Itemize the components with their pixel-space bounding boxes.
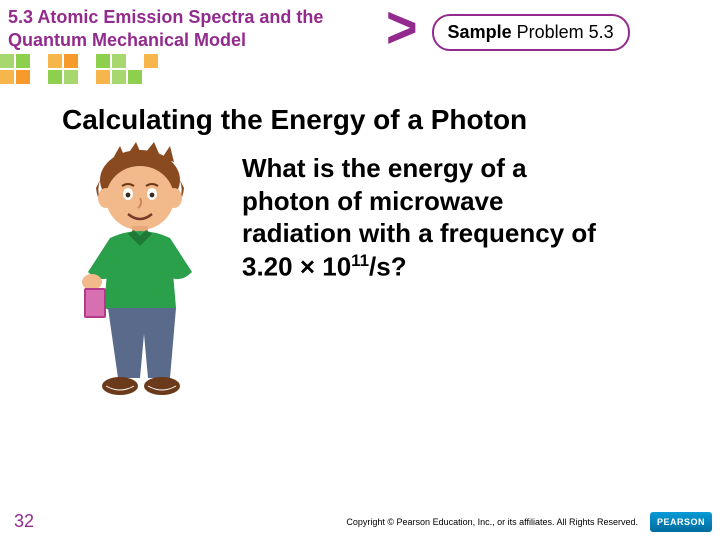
- sample-rest: Problem 5.3: [512, 22, 614, 42]
- footer-right: Copyright © Pearson Education, Inc., or …: [346, 512, 712, 532]
- slide-heading: Calculating the Energy of a Photon: [62, 104, 720, 136]
- sample-bold: Sample: [448, 22, 512, 42]
- mascot-illustration: [62, 142, 222, 402]
- sample-problem-pill: Sample Problem 5.3: [432, 14, 630, 51]
- problem-text: What is the energy of a photon of microw…: [242, 152, 602, 402]
- problem-line: What is the energy of a photon of microw…: [242, 153, 596, 281]
- page-number: 32: [14, 511, 34, 532]
- slide-header: 5.3 Atomic Emission Spectra and the Quan…: [0, 0, 720, 68]
- slide-footer: 32 Copyright © Pearson Education, Inc., …: [0, 511, 720, 532]
- exponent: 11: [351, 251, 369, 270]
- content-row: What is the energy of a photon of microw…: [0, 142, 720, 402]
- copyright-text: Copyright © Pearson Education, Inc., or …: [346, 517, 638, 527]
- section-title: 5.3 Atomic Emission Spectra and the Quan…: [8, 6, 368, 51]
- pearson-logo: PEARSON: [650, 512, 712, 532]
- chevron-icon: >: [386, 8, 418, 50]
- problem-unit: /s?: [369, 251, 407, 281]
